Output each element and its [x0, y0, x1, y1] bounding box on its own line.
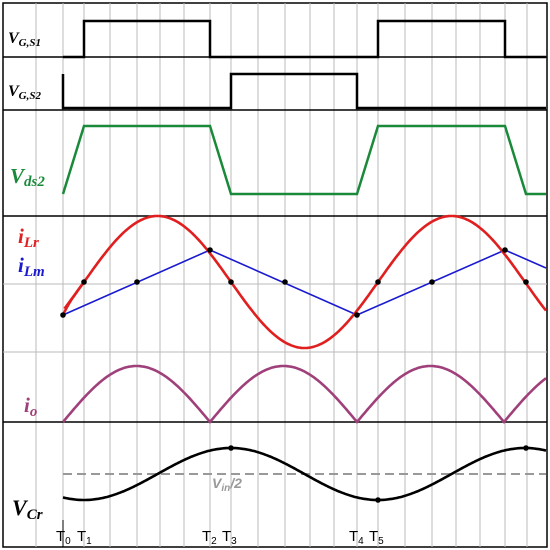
vgs2-waveform	[61, 72, 546, 110]
tick-t1: T1	[77, 528, 92, 547]
tick-t0: T0	[56, 528, 71, 547]
io-label: io	[24, 393, 37, 420]
vds2-label: Vds2	[10, 164, 45, 190]
marker-dot	[207, 247, 213, 253]
io-waveform	[62, 364, 547, 425]
marker-dot	[228, 279, 234, 285]
vcr-waveform	[62, 446, 547, 502]
marker-dot	[375, 497, 381, 503]
tick-t5: T5	[369, 528, 384, 547]
marker-dot	[228, 445, 234, 451]
marker-dot	[502, 247, 508, 253]
tick-t2: T2	[202, 528, 217, 547]
marker-dot	[282, 279, 288, 285]
marker-dot	[60, 312, 66, 318]
marker-dot	[354, 312, 360, 318]
vgs1-waveform	[63, 19, 546, 59]
marker-dot	[523, 279, 529, 285]
marker-dot	[81, 279, 87, 285]
ilm-label: iLm	[18, 253, 45, 280]
vgs1-label: VG,S1	[8, 30, 41, 49]
ilr-label: iLr	[18, 224, 39, 251]
vin-half-label: Vin/2	[212, 475, 242, 494]
marker-dot	[375, 279, 381, 285]
ilr-waveform	[61, 214, 548, 350]
marker-dot	[134, 279, 140, 285]
vcr-label: VCr	[12, 495, 43, 523]
marker-dot	[429, 279, 435, 285]
tick-t3: T3	[222, 528, 237, 547]
marker-dots	[60, 247, 529, 503]
vgs2-label: VG,S2	[8, 83, 41, 102]
vds2-waveform	[61, 124, 546, 196]
tick-t4: T4	[349, 528, 364, 547]
marker-dot	[523, 445, 529, 451]
